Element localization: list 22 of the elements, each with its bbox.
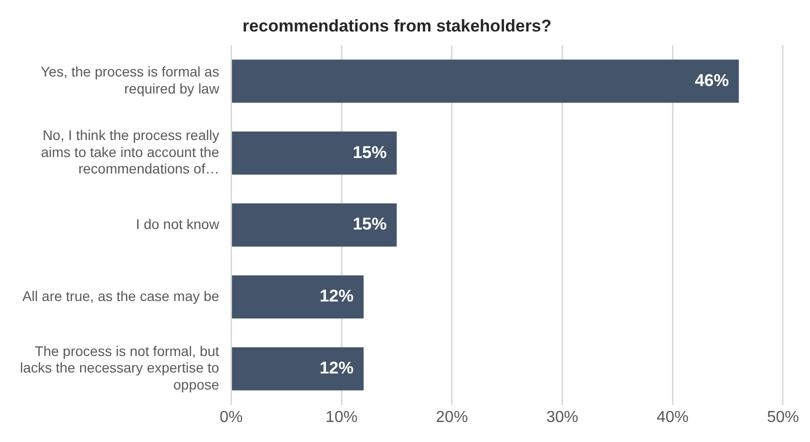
- y-tick-label: No, I think the process really aims to take into account the recommendations of…: [40, 127, 220, 177]
- x-tick-label: 50%: [766, 408, 800, 426]
- bar: [232, 275, 364, 318]
- chart-title: recommendations from stakeholders?: [242, 16, 552, 36]
- data-label: 12%: [320, 286, 354, 306]
- y-tick-label: Yes, the process is formal as required by law: [40, 64, 220, 96]
- data-label: 15%: [352, 142, 387, 162]
- data-label: 12%: [320, 358, 354, 378]
- data-label: 46%: [694, 70, 729, 90]
- x-tick-label: 10%: [326, 408, 358, 426]
- x-tick-label: 0%: [220, 408, 243, 426]
- y-tick-label: The process is not formal, but lacks the necessary expertise to oppose: [20, 342, 220, 392]
- bar: [232, 203, 397, 247]
- x-tick-label: 40%: [656, 408, 689, 426]
- y-tick-label: All are true, as the case may be: [22, 288, 220, 304]
- x-tick-label: 20%: [436, 408, 468, 426]
- x-tick-label: 30%: [546, 408, 578, 426]
- bar: [232, 60, 739, 103]
- y-tick-label: I do not know: [136, 216, 220, 232]
- bar: [232, 347, 364, 390]
- data-label: 15%: [352, 214, 387, 234]
- bar: [232, 132, 397, 175]
